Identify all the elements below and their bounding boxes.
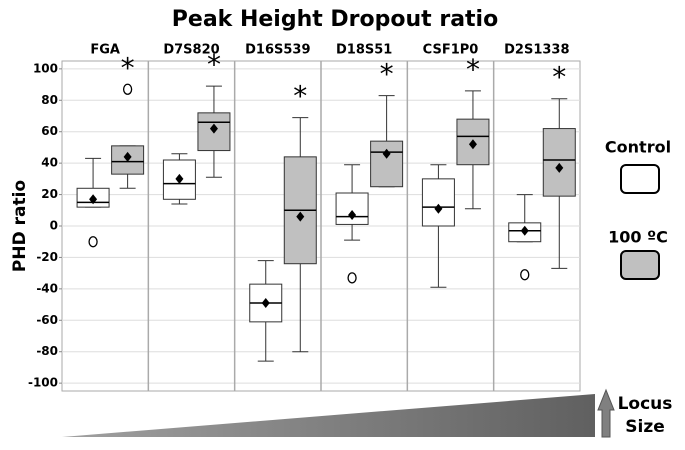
locus-size-wedge	[62, 394, 595, 437]
box	[542, 128, 576, 197]
y-tick-label: -80	[36, 344, 58, 358]
y-tick-label: -40	[36, 281, 58, 295]
significance-mark: *	[552, 61, 566, 94]
mean-marker	[209, 123, 218, 134]
y-tick-label: 40	[41, 156, 58, 170]
mean-marker	[175, 173, 184, 184]
locus-size-label: Locus	[618, 394, 673, 414]
significance-mark: *	[121, 51, 135, 84]
y-tick-label: 60	[41, 124, 58, 138]
outlier	[520, 269, 530, 281]
significance-mark: *	[380, 58, 394, 91]
y-tick-label: 80	[41, 93, 58, 107]
locus-size-label: Size	[625, 417, 665, 437]
chart-title: Peak Height Dropout ratio	[172, 7, 498, 32]
y-tick-label: 0	[50, 219, 58, 233]
category-label: D7S820	[163, 43, 219, 58]
legend-swatch	[620, 250, 660, 280]
legend-label: Control	[605, 138, 671, 157]
significance-mark: *	[466, 53, 480, 86]
y-tick-label: -60	[36, 313, 58, 327]
box	[370, 140, 404, 188]
legend-label: 100 ºC	[608, 228, 668, 247]
significance-mark: *	[293, 80, 307, 113]
mean-marker	[382, 148, 391, 159]
outlier	[122, 83, 133, 95]
box	[421, 178, 455, 227]
box	[197, 112, 231, 152]
mean-marker	[468, 139, 477, 150]
y-tick-label: 20	[41, 187, 58, 201]
outlier	[88, 236, 98, 248]
category-label: CSF1P0	[423, 43, 479, 58]
y-axis-label: PHD ratio	[10, 180, 30, 272]
category-label: D2S1338	[504, 43, 569, 58]
mean-marker	[261, 298, 270, 308]
locus-size-arrow	[597, 388, 615, 438]
category-label: D18S51	[336, 43, 392, 58]
mean-marker	[520, 225, 529, 236]
mean-marker	[123, 151, 132, 162]
y-tick-label: -20	[36, 250, 58, 264]
significance-mark: *	[207, 48, 221, 81]
y-tick-label: -100	[28, 376, 58, 390]
mean-marker	[434, 203, 443, 214]
mean-marker	[348, 210, 357, 220]
mean-marker	[555, 162, 564, 173]
y-tick-label: 100	[33, 61, 58, 75]
mean-marker	[296, 211, 305, 222]
legend-swatch	[620, 164, 660, 194]
category-label: D16S539	[245, 43, 310, 58]
outlier	[347, 272, 357, 284]
category-label: FGA	[90, 43, 120, 58]
mean-marker	[89, 194, 98, 205]
